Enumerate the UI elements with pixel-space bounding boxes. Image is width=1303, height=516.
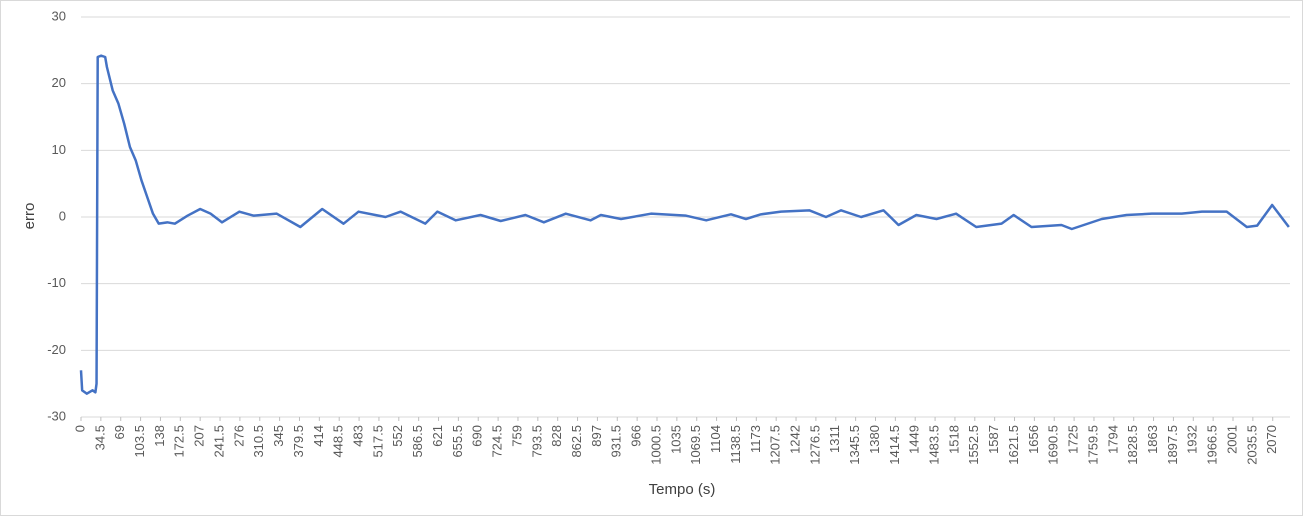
- x-tick-label: 0: [72, 425, 87, 432]
- x-tick-label: 655.5: [450, 425, 465, 458]
- x-tick-label: 621: [430, 425, 445, 447]
- x-tick-label: 2070: [1264, 425, 1279, 454]
- x-tick-label: 1966.5: [1205, 425, 1220, 465]
- x-tick-label: 172.5: [172, 425, 187, 458]
- x-tick-label: 724.5: [490, 425, 505, 458]
- x-tick-label: 2035.5: [1244, 425, 1259, 465]
- y-tick-label: 0: [59, 208, 66, 223]
- x-tick-label: 1690.5: [1046, 425, 1061, 465]
- x-tick-label: 1483.5: [927, 425, 942, 465]
- x-tick-label: 207: [192, 425, 207, 447]
- x-tick-label: 1621.5: [1006, 425, 1021, 465]
- x-tick-label: 897: [589, 425, 604, 447]
- x-tick-label: 1242: [787, 425, 802, 454]
- x-tick-label: 103.5: [132, 425, 147, 458]
- x-tick-label: 1794: [1105, 425, 1120, 454]
- x-tick-label: 1276.5: [807, 425, 822, 465]
- x-tick-label: 759: [509, 425, 524, 447]
- x-tick-label: 931.5: [609, 425, 624, 458]
- x-tick-label: 138: [152, 425, 167, 447]
- x-tick-label: 828: [549, 425, 564, 447]
- x-tick-label: 1656: [1026, 425, 1041, 454]
- y-axis-title: erro: [21, 203, 38, 230]
- x-tick-label: 1104: [708, 425, 723, 453]
- x-tick-label: 1932: [1185, 425, 1200, 454]
- x-tick-label: 69: [112, 425, 127, 439]
- y-tick-label: 10: [52, 142, 66, 157]
- x-tick-label: 310.5: [251, 425, 266, 458]
- x-tick-label: 1311: [827, 425, 842, 453]
- x-tick-label: 1897.5: [1165, 425, 1180, 465]
- x-tick-label: 586.5: [410, 425, 425, 458]
- x-tick-label: 1069.5: [688, 425, 703, 465]
- x-tick-label: 1138.5: [728, 425, 743, 464]
- x-tick-label: 448.5: [331, 425, 346, 458]
- x-tick-label: 1518: [946, 425, 961, 454]
- x-tick-label: 1725: [1066, 425, 1081, 454]
- x-tick-label: 1207.5: [768, 425, 783, 465]
- x-tick-label: 1759.5: [1085, 425, 1100, 465]
- x-tick-label: 690: [470, 425, 485, 447]
- x-tick-label: 966: [629, 425, 644, 447]
- x-tick-label: 379.5: [291, 425, 306, 458]
- x-tick-label: 345: [271, 425, 286, 447]
- x-tick-label: 1035: [668, 425, 683, 454]
- x-tick-label: 414: [311, 425, 326, 447]
- x-tick-label: 483: [351, 425, 366, 447]
- x-tick-label: 1449: [907, 425, 922, 454]
- y-tick-label: 30: [52, 8, 66, 23]
- data-line: [79, 54, 1290, 395]
- x-tick-label: 1173: [748, 425, 763, 453]
- x-tick-label: 34.5: [92, 425, 107, 450]
- x-tick-label: 793.5: [529, 425, 544, 458]
- y-tick-label: -10: [47, 275, 66, 290]
- x-tick-label: 1828.5: [1125, 425, 1140, 465]
- x-tick-label: 241.5: [211, 425, 226, 458]
- x-tick-label: 517.5: [370, 425, 385, 458]
- x-tick-label: 862.5: [569, 425, 584, 458]
- y-tick-label: -20: [47, 342, 66, 357]
- x-tick-label: 2001: [1224, 425, 1239, 454]
- x-tick-label: 1587: [986, 425, 1001, 454]
- x-tick-label: 276: [231, 425, 246, 447]
- x-tick-label: 1552.5: [966, 425, 981, 465]
- x-tick-label: 552: [390, 425, 405, 447]
- x-tick-label: 1863: [1145, 425, 1160, 454]
- y-tick-label: -30: [47, 408, 66, 423]
- x-tick-label: 1380: [867, 425, 882, 454]
- y-tick-label: 20: [52, 75, 66, 90]
- x-tick-label: 1345.5: [847, 425, 862, 465]
- x-tick-label: 1000.5: [648, 425, 663, 465]
- x-axis-title: Tempo (s): [649, 481, 716, 498]
- x-tick-label: 1414.5: [887, 425, 902, 465]
